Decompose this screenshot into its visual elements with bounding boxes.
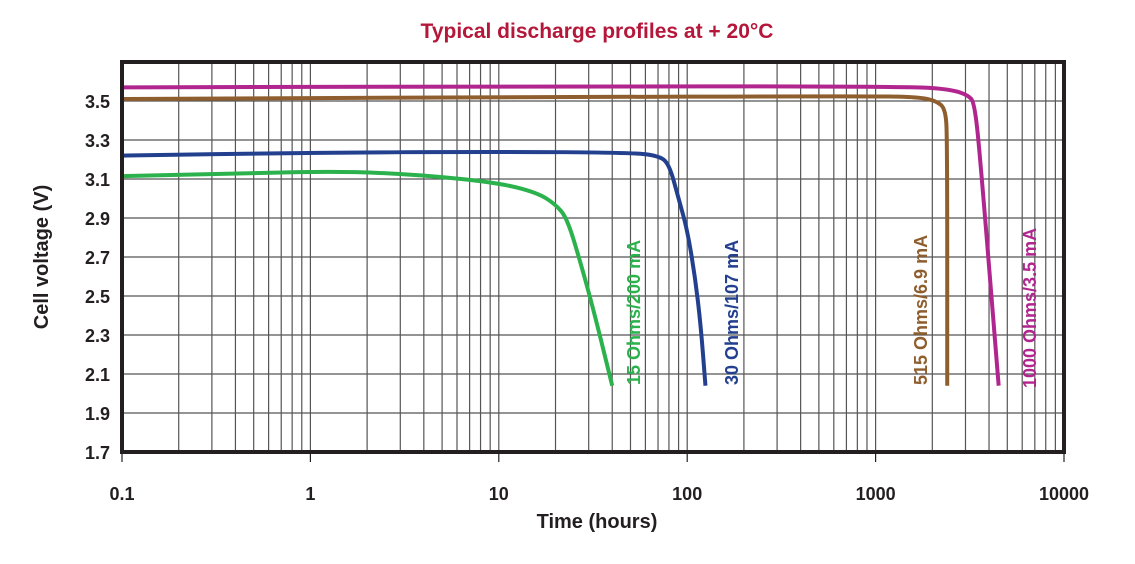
series-line-2 bbox=[121, 149, 708, 386]
y-tick-label: 3.1 bbox=[85, 170, 110, 190]
y-tick-label: 2.5 bbox=[85, 287, 110, 307]
curves bbox=[121, 84, 1001, 387]
series-label-1: 15 Ohms/200 mA bbox=[624, 240, 644, 385]
y-axis-label: Cell voltage (V) bbox=[31, 185, 53, 329]
y-tick-label: 1.7 bbox=[85, 443, 110, 463]
x-tick-label: 1 bbox=[305, 484, 315, 504]
series-line-1 bbox=[121, 169, 615, 387]
grid bbox=[121, 61, 1064, 453]
y-tick-label: 3.3 bbox=[85, 131, 110, 151]
y-tick-label: 2.9 bbox=[85, 209, 110, 229]
series-label-2: 30 Ohms/107 mA bbox=[722, 240, 742, 385]
plot-frame bbox=[120, 60, 1066, 454]
series-labels: 15 Ohms/200 mA 30 Ohms/107 mA 515 Ohms/6.9… bbox=[624, 228, 1040, 388]
ticks: 0.1 1 10 100 1000 10000 1.7 1.9 2.1 2.3 2.5 2.7 2.9 3… bbox=[85, 92, 1089, 504]
chart-title: Typical discharge profiles at + 20°C bbox=[421, 20, 774, 43]
y-tick-label: 3.5 bbox=[85, 92, 110, 112]
series-line-3 bbox=[121, 94, 950, 386]
y-tick-label: 2.3 bbox=[85, 326, 110, 346]
x-tick-label: 100 bbox=[672, 484, 702, 504]
x-tick-label: 10 bbox=[489, 484, 509, 504]
y-tick-label: 2.1 bbox=[85, 365, 110, 385]
x-axis-label: Time (hours) bbox=[537, 511, 658, 533]
x-tick-label: 10000 bbox=[1039, 484, 1089, 504]
series-label-3: 515 Ohms/6.9 mA bbox=[911, 235, 931, 385]
x-tick-label: 0.1 bbox=[109, 484, 134, 504]
y-tick-label: 1.9 bbox=[85, 404, 110, 424]
series-label-4: 1000 Ohms/3.5 mA bbox=[1020, 228, 1040, 388]
x-tick-label: 1000 bbox=[856, 484, 896, 504]
series-line-4 bbox=[121, 84, 1001, 386]
y-tick-label: 2.7 bbox=[85, 248, 110, 268]
